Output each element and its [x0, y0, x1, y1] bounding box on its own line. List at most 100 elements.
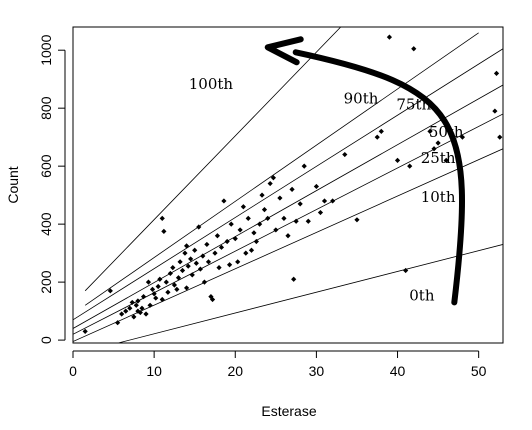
y-tick-label: 600: [38, 154, 54, 178]
data-point: [182, 250, 188, 256]
data-point: [151, 291, 157, 297]
data-point: [297, 201, 303, 207]
data-point: [235, 259, 241, 265]
data-point: [204, 241, 210, 248]
data-point: [135, 298, 141, 304]
data-point: [175, 275, 182, 281]
y-tick-label: 0: [38, 336, 54, 344]
data-point: [403, 267, 409, 274]
data-point: [200, 253, 206, 259]
data-point: [291, 276, 297, 282]
data-point: [267, 180, 273, 187]
data-point: [243, 250, 249, 256]
data-point: [313, 183, 319, 190]
data-point: [140, 294, 147, 300]
data-point: [216, 265, 222, 271]
quantile-label: 10th: [421, 188, 456, 206]
y-tick-label: 400: [38, 212, 54, 236]
y-tick-label: 1000: [38, 34, 54, 65]
data-point: [378, 128, 384, 134]
data-point: [237, 227, 243, 233]
data-point: [82, 328, 88, 335]
data-point: [185, 263, 191, 269]
data-point: [218, 244, 225, 250]
x-tick-label: 50: [471, 363, 487, 379]
x-tick-label: 30: [309, 363, 325, 379]
x-tick-label: 0: [69, 363, 77, 379]
data-point: [394, 157, 401, 163]
data-point: [174, 286, 180, 292]
data-point: [281, 215, 287, 221]
data-point: [155, 283, 161, 290]
data-point: [143, 311, 149, 317]
data-point: [159, 296, 165, 303]
data-point: [167, 270, 173, 277]
data-point: [212, 250, 218, 256]
plot-frame: [72, 26, 504, 344]
quantile-label: 90th: [344, 89, 379, 107]
data-point: [228, 221, 234, 227]
data-point: [492, 108, 498, 114]
data-point: [497, 134, 503, 140]
data-point: [265, 215, 271, 221]
data-point: [139, 305, 145, 311]
data-point: [197, 266, 203, 272]
data-point: [443, 157, 449, 163]
data-point: [119, 311, 125, 317]
data-point: [330, 198, 336, 204]
data-point: [183, 285, 190, 291]
data-point: [205, 259, 212, 265]
data-point: [183, 243, 190, 249]
data-point: [149, 286, 156, 292]
data-point: [123, 308, 129, 314]
quantile-line-50th: [73, 84, 503, 329]
data-point: [192, 247, 198, 253]
data-point: [301, 163, 307, 169]
y-tick-label: 800: [38, 96, 54, 120]
data-point: [232, 236, 238, 242]
x-tick-label: 10: [146, 363, 162, 379]
quantile-label: 25th: [421, 149, 456, 167]
data-point: [459, 134, 466, 140]
data-point: [277, 195, 283, 201]
x-axis-title: Esterase: [261, 403, 316, 419]
data-point: [289, 186, 295, 192]
quantile-line-100th: [84, 27, 342, 292]
data-point: [386, 34, 393, 40]
data-point: [226, 262, 233, 268]
data-point: [248, 247, 255, 253]
data-point: [189, 272, 195, 278]
data-point: [214, 233, 221, 239]
data-point: [240, 204, 246, 210]
data-point: [147, 302, 153, 308]
data-point: [321, 198, 328, 204]
data-point: [188, 256, 194, 262]
data-point: [259, 192, 265, 198]
data-point: [374, 134, 380, 140]
quantile-line-75th: [73, 48, 503, 321]
data-point: [305, 218, 311, 224]
arrow-head: [264, 36, 304, 66]
quantile-line-0th: [116, 244, 503, 343]
data-point: [273, 227, 279, 233]
data-point: [196, 224, 202, 230]
data-point: [285, 233, 291, 239]
curved-arrow-shaft: [292, 49, 465, 306]
data-point: [251, 230, 257, 236]
data-point: [157, 276, 163, 282]
data-point: [221, 198, 227, 204]
data-point: [201, 279, 208, 285]
data-point: [209, 296, 216, 303]
data-point: [179, 267, 186, 274]
data-point: [170, 265, 176, 271]
data-point: [261, 207, 268, 213]
quantile-line-10th: [73, 148, 503, 342]
data-point: [127, 305, 133, 311]
data-point: [224, 238, 230, 245]
data-point: [257, 221, 263, 227]
data-point: [493, 70, 500, 76]
data-point: [193, 260, 199, 266]
data-point: [107, 288, 113, 294]
data-point: [407, 163, 413, 169]
